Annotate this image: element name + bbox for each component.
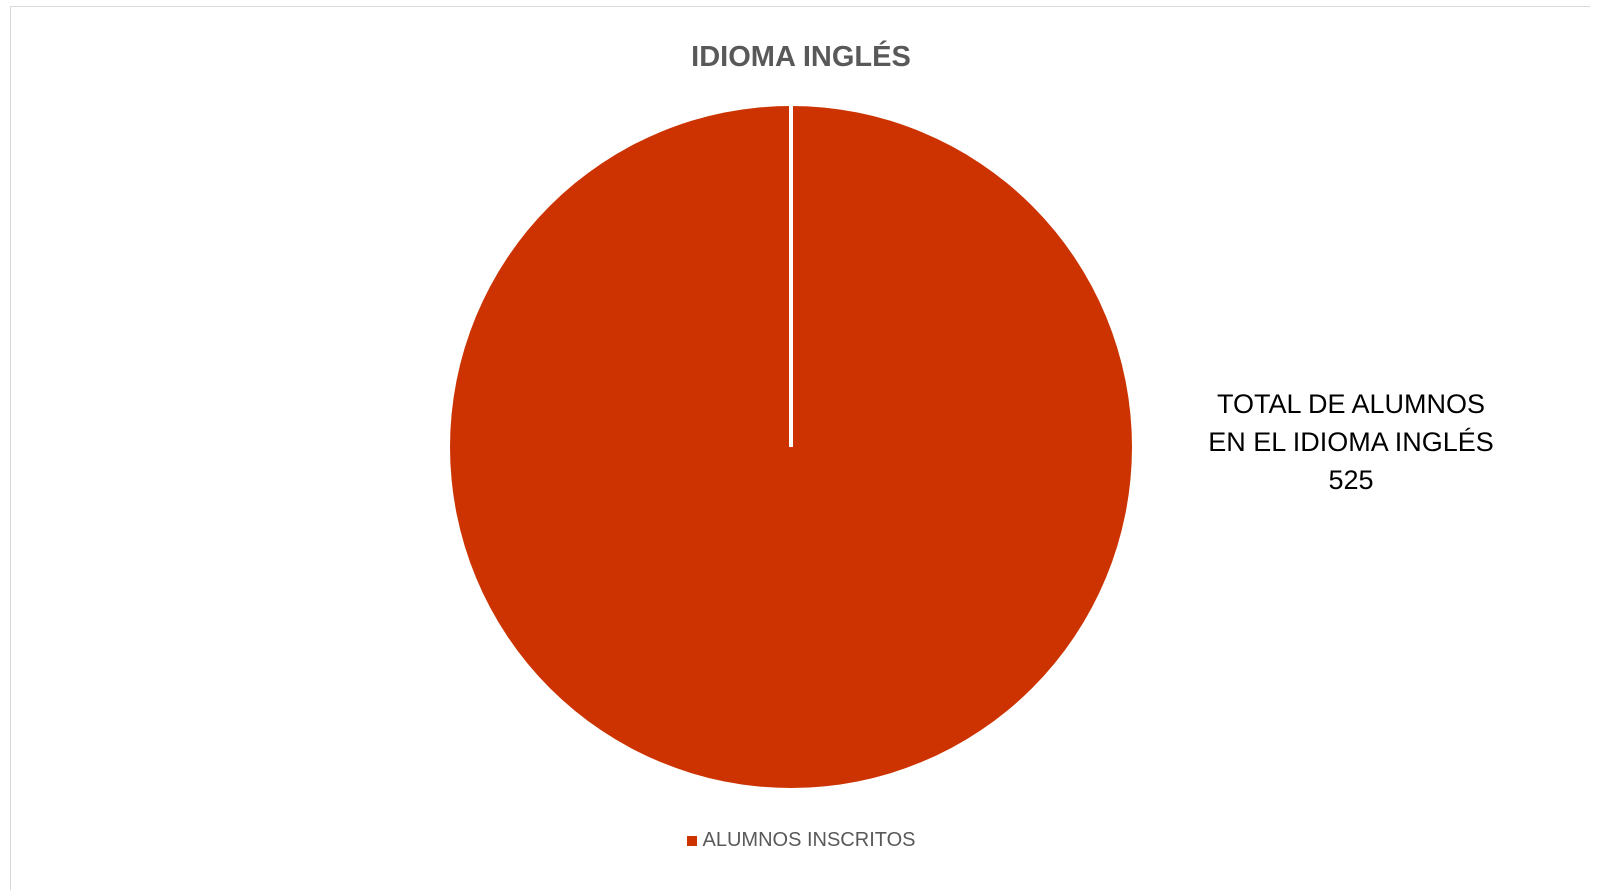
chart-title: IDIOMA INGLÉS — [691, 41, 911, 73]
legend-swatch — [686, 835, 697, 846]
legend-label: ALUMNOS INSCRITOS — [702, 829, 916, 851]
data-label-value: 525 — [1328, 465, 1374, 495]
data-label-line-1: TOTAL DE ALUMNOS — [1216, 389, 1486, 419]
chart-container: IDIOMA INGLÉS TOTAL DE ALUMNOS EN EL IDI… — [10, 6, 1590, 890]
chart-legend: ALUMNOS INSCRITOS — [11, 829, 1591, 852]
pie-data-label: TOTAL DE ALUMNOS EN EL IDIOMA INGLÉS 525 — [1201, 385, 1501, 499]
data-label-line-2: EN EL IDIOMA INGLÉS — [1208, 427, 1494, 457]
pie-chart — [450, 106, 1132, 788]
